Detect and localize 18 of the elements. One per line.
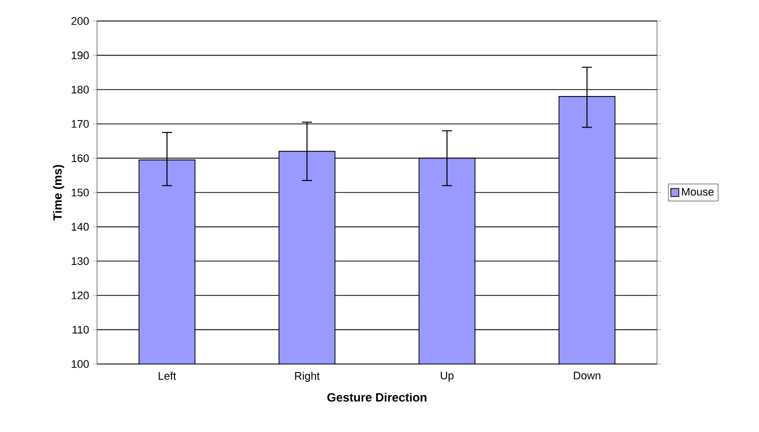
y-tick-label: 150: [72, 188, 89, 196]
legend-label: Mouse: [682, 188, 714, 196]
x-tick-label: Right: [295, 372, 320, 382]
y-tick-label: 200: [71, 17, 89, 25]
x-tick-label: Down: [574, 372, 600, 380]
y-tick-label: 180: [72, 86, 89, 94]
y-tick-label: 120: [72, 292, 89, 300]
y-tick-label: 100: [72, 360, 89, 368]
y-tick-label: 140: [72, 222, 89, 231]
y-tick-label: 160: [72, 154, 89, 162]
y-tick-label: 130: [72, 257, 89, 265]
y-tick-label: 190: [72, 51, 89, 60]
x-tick-label: Left: [158, 372, 176, 380]
y-tick-label: 110: [72, 326, 89, 334]
y-tick-label: 170: [72, 120, 89, 128]
x-axis-title: Gesture Direction: [327, 392, 426, 402]
x-tick-label: Up: [440, 372, 454, 382]
y-axis-title: Time (ms): [52, 164, 64, 220]
